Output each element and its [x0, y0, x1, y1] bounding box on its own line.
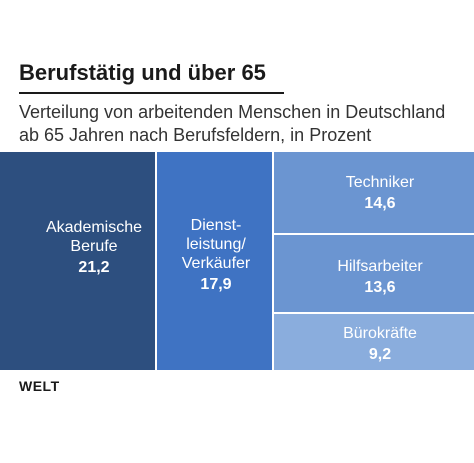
treemap-label-techniker-1: Techniker — [346, 174, 415, 191]
treemap-label-dienstleistungverkäufer-2: leistung/ — [186, 236, 246, 253]
treemap-label-akademischeberufe-2: Berufe — [70, 238, 117, 255]
treemap-label-hilfsarbeiter-1: Hilfsarbeiter — [337, 258, 423, 275]
treemap-cell-hilfsarbeiter — [274, 235, 474, 312]
treemap-label-dienstleistungverkäufer-1: Dienst- — [191, 217, 242, 234]
treemap-value-bürokräfte: 9,2 — [369, 346, 391, 363]
treemap-label-akademischeberufe-1: Akademische — [46, 219, 142, 236]
chart-subtitle: Verteilung von arbeitenden Menschen in D… — [19, 101, 445, 147]
treemap-cell-bürokräfte — [274, 314, 474, 370]
treemap-value-dienstleistungverkäufer: 17,9 — [200, 276, 231, 293]
title-underline — [19, 92, 284, 94]
treemap-label-bürokräfte-1: Bürokräfte — [343, 325, 417, 342]
treemap-cell-dienstleistungverkäufer — [157, 152, 272, 370]
chart-title: Berufstätig und über 65 — [19, 60, 266, 85]
treemap-label-dienstleistungverkäufer-3: Verkäufer — [182, 255, 251, 272]
treemap-chart: Akademische Berufe 21,2 Dienst-leistung/Ver… — [0, 152, 474, 370]
treemap-cell-techniker — [274, 152, 474, 233]
treemap-value-hilfsarbeiter: 13,6 — [364, 279, 395, 296]
source-logo: WELT — [19, 378, 60, 394]
subtitle-line-2: ab 65 Jahren nach Berufsfeldern, in Proz… — [19, 125, 372, 145]
treemap-cell-akademischeberufe — [0, 152, 155, 370]
treemap-value-akademischeberufe: 21,2 — [78, 259, 109, 276]
subtitle-line-1: Verteilung von arbeitenden Menschen in D… — [19, 102, 446, 122]
treemap-value-techniker: 14,6 — [364, 195, 395, 212]
